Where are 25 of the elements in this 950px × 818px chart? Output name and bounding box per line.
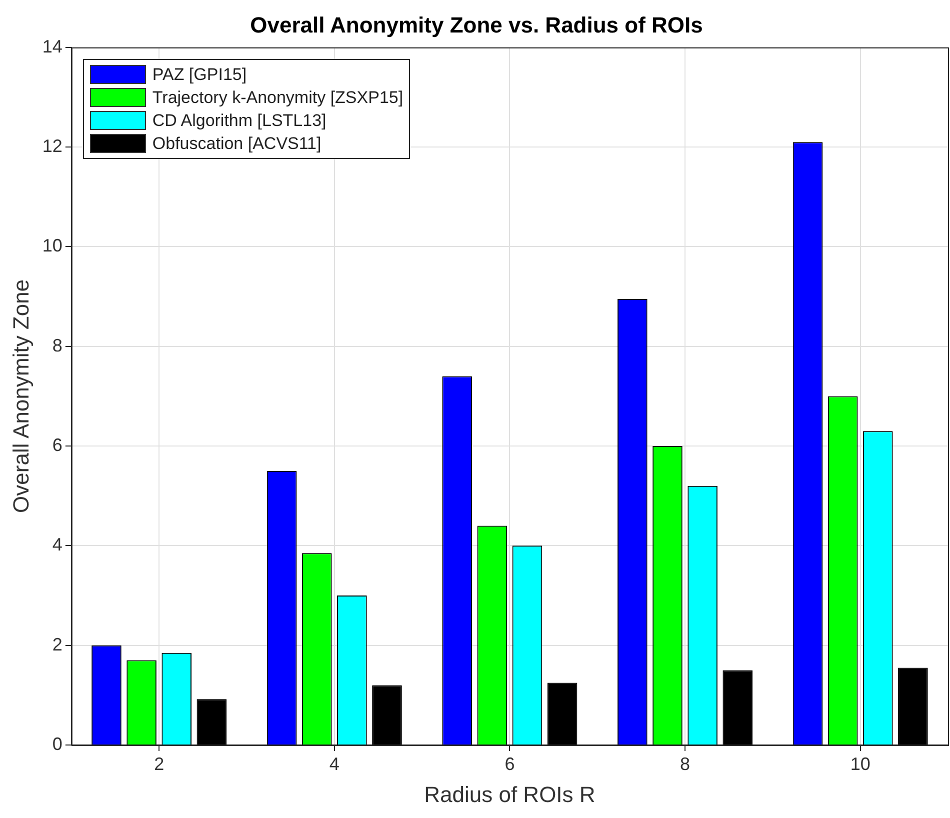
x-tick-label: 2 — [154, 754, 164, 774]
y-tick-label: 8 — [52, 335, 62, 356]
legend-label: CD Algorithm [LSTL13] — [152, 110, 326, 131]
x-axis-title: Radius of ROIs R — [424, 782, 596, 807]
y-tick-label: 12 — [42, 136, 62, 156]
y-tick-label: 14 — [42, 36, 62, 56]
x-tick-label: 4 — [329, 754, 340, 774]
x-tick-label: 10 — [850, 754, 870, 774]
bar — [196, 699, 227, 744]
chart-title: Overall Anonymity Zone vs. Radius of ROIs — [250, 12, 703, 38]
y-tick-label: 6 — [52, 434, 62, 455]
legend-label: Obfuscation [ACVS11] — [152, 134, 322, 154]
y-tick-label: 4 — [52, 534, 62, 555]
bar — [547, 682, 578, 744]
x-tick-label: 6 — [504, 754, 515, 774]
bar — [722, 670, 753, 744]
legend-label: Trajectory k-Anonymity [ZSXP15] — [152, 88, 404, 108]
y-tick-label: 10 — [42, 236, 62, 256]
bar — [372, 685, 402, 744]
x-tick-label: 8 — [680, 754, 690, 774]
legend-label: PAZ [GPI15] — [152, 64, 247, 85]
y-tick-label: 2 — [52, 634, 62, 654]
bar — [898, 668, 928, 744]
y-axis-title: Overall Anonymity Zone — [8, 279, 34, 513]
y-tick-label: 0 — [52, 734, 62, 754]
